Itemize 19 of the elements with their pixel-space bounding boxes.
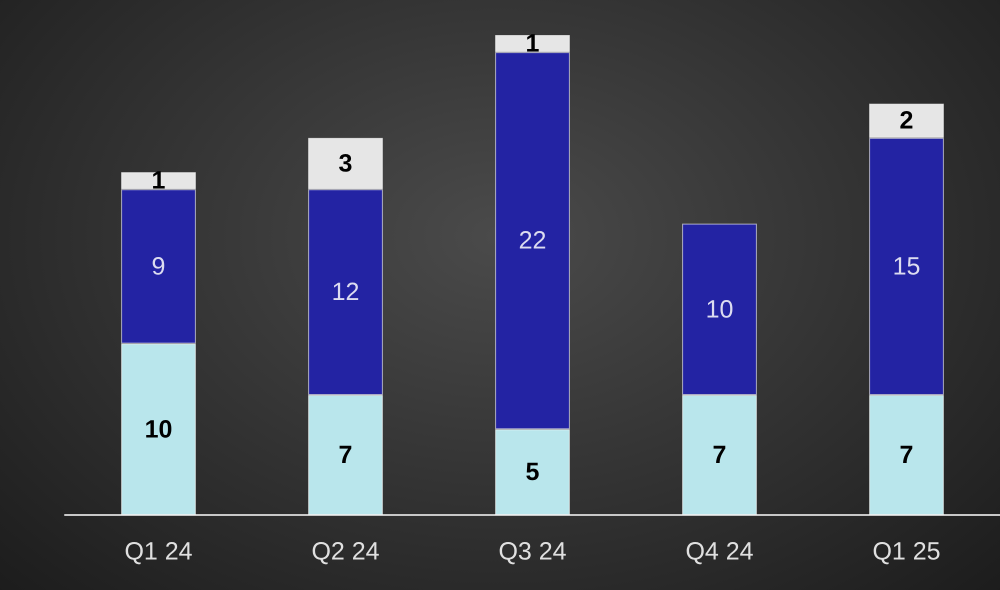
data-label: 7	[900, 441, 914, 469]
data-label: 3	[338, 150, 352, 178]
data-label: 5	[526, 458, 540, 486]
data-label: 9	[152, 252, 166, 280]
data-label: 2	[900, 106, 914, 135]
data-label: 7	[712, 441, 726, 469]
data-label: 10	[706, 295, 734, 324]
x-tick-label: Q3 24	[498, 538, 567, 566]
data-label: 7	[338, 441, 352, 469]
data-label: 10	[144, 415, 172, 444]
data-label: 12	[332, 278, 360, 306]
x-tick-label: Q4 24	[685, 538, 754, 566]
x-tick-label: Q1 24	[124, 538, 193, 566]
data-label: 1	[152, 166, 166, 195]
data-label: 22	[518, 226, 546, 255]
x-tick-label: Q2 24	[311, 538, 380, 566]
data-label: 15	[892, 252, 920, 280]
data-label: 1	[526, 30, 540, 58]
x-tick-label: Q1 25	[872, 538, 941, 566]
